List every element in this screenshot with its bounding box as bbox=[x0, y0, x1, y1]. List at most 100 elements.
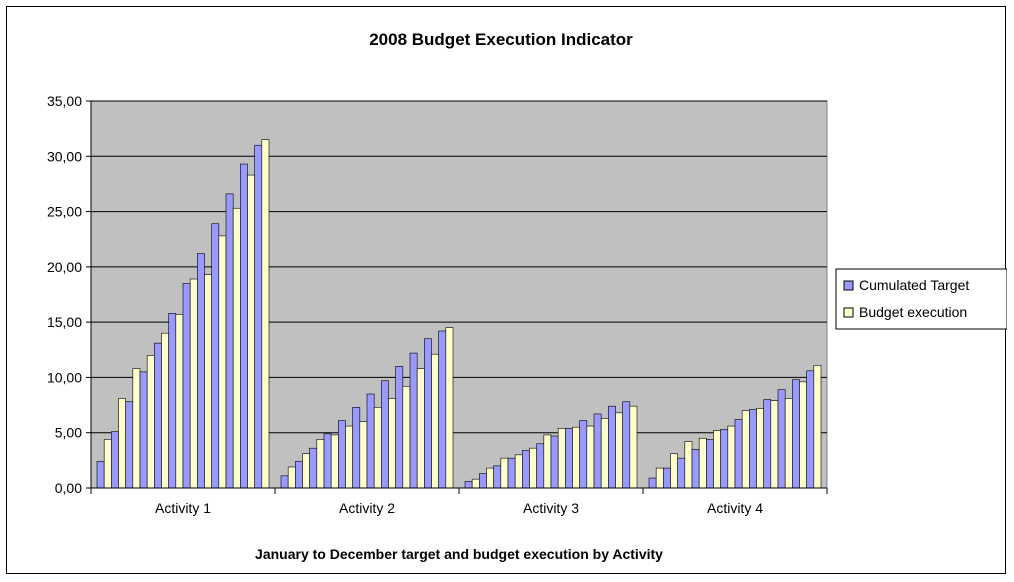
bar-cumulated-target bbox=[691, 448, 700, 489]
bar-cumulated-target bbox=[493, 465, 502, 489]
bar-budget-execution bbox=[359, 421, 368, 489]
bar-budget-execution bbox=[431, 353, 439, 489]
x-tick-label: Activity 1 bbox=[155, 500, 211, 516]
bar-budget-execution bbox=[529, 447, 537, 489]
bar-cumulated-target bbox=[677, 457, 686, 489]
bar-cumulated-target bbox=[240, 163, 248, 489]
bar-budget-execution bbox=[261, 139, 270, 489]
bar-budget-execution bbox=[698, 437, 707, 489]
y-tick-label: 0,00 bbox=[55, 480, 82, 496]
bar-budget-execution bbox=[232, 207, 241, 489]
chart-frame: 2008 Budget Execution Indicator 0,00 5,00… bbox=[6, 6, 1007, 574]
bar-budget-execution bbox=[302, 453, 310, 489]
bar-budget-execution bbox=[486, 467, 494, 489]
x-tick-label: Activity 4 bbox=[707, 500, 763, 516]
bar-budget-execution bbox=[557, 427, 566, 489]
axes bbox=[86, 100, 828, 494]
bar-budget-execution bbox=[388, 398, 396, 489]
bar-chart: 2008 Budget Execution Indicator 0,00 5,00… bbox=[47, 30, 1007, 562]
bar-budget-execution bbox=[204, 274, 212, 489]
bar-budget-execution bbox=[189, 278, 198, 489]
bar-budget-execution bbox=[103, 439, 112, 489]
bar-budget-execution bbox=[132, 368, 141, 489]
x-tick-label: Activity 3 bbox=[523, 500, 579, 516]
bar-cumulated-target bbox=[593, 413, 602, 489]
x-axis-label: January to December target and budget ex… bbox=[255, 546, 663, 562]
bar-cumulated-target bbox=[622, 401, 631, 489]
bar-cumulated-target bbox=[777, 389, 786, 489]
legend: Cumulated Target Budget execution bbox=[835, 268, 1007, 330]
legend-label-cumulated-target: Cumulated Target bbox=[859, 277, 969, 293]
bar-cumulated-target bbox=[806, 370, 815, 489]
bar-cumulated-target bbox=[381, 380, 389, 489]
bar-cumulated-target bbox=[254, 144, 263, 489]
bar-budget-execution bbox=[655, 467, 664, 489]
bar-cumulated-target bbox=[211, 223, 220, 489]
bar-budget-execution bbox=[416, 368, 425, 489]
legend-box bbox=[835, 268, 1007, 330]
bar-cumulated-target bbox=[139, 371, 148, 489]
bar-budget-execution bbox=[287, 466, 296, 489]
bar-budget-execution bbox=[218, 235, 227, 489]
bar-budget-execution bbox=[629, 405, 638, 489]
y-tick-label: 15,00 bbox=[47, 314, 82, 330]
bar-cumulated-target bbox=[763, 399, 772, 489]
bar-cumulated-target bbox=[565, 427, 573, 489]
y-tick-labels: 0,00 5,00 10,00 15,00 20,00 25,00 30,00 35,00 bbox=[47, 93, 82, 496]
bar-cumulated-target bbox=[295, 461, 303, 489]
bar-cumulated-target bbox=[182, 283, 191, 489]
bar-cumulated-target bbox=[579, 420, 588, 489]
bar-budget-execution bbox=[586, 425, 595, 489]
bar-cumulated-target bbox=[663, 467, 671, 489]
bar-budget-execution bbox=[247, 174, 255, 489]
bar-budget-execution bbox=[670, 453, 678, 489]
bar-cumulated-target bbox=[720, 429, 729, 489]
bar-cumulated-target bbox=[352, 406, 361, 489]
bar-budget-execution bbox=[600, 418, 609, 489]
bar-cumulated-target bbox=[225, 193, 234, 489]
bar-cumulated-target bbox=[280, 475, 289, 489]
bar-budget-execution bbox=[373, 406, 382, 489]
bar-cumulated-target bbox=[309, 447, 318, 489]
bar-cumulated-target bbox=[409, 352, 418, 489]
bar-cumulated-target bbox=[154, 342, 162, 489]
bar-budget-execution bbox=[402, 385, 411, 489]
bar-cumulated-target bbox=[338, 420, 346, 489]
bar-budget-execution bbox=[514, 454, 523, 489]
bar-cumulated-target bbox=[464, 481, 473, 489]
bar-budget-execution bbox=[615, 412, 623, 489]
bar-budget-execution bbox=[146, 355, 155, 489]
bar-budget-execution bbox=[741, 410, 750, 489]
bar-budget-execution bbox=[345, 425, 353, 489]
bar-budget-execution bbox=[713, 430, 721, 489]
bar-cumulated-target bbox=[648, 477, 657, 489]
y-tick-label: 5,00 bbox=[55, 425, 82, 441]
bar-budget-execution bbox=[756, 408, 764, 489]
bar-budget-execution bbox=[445, 327, 454, 489]
bar-cumulated-target bbox=[608, 405, 616, 489]
y-tick-label: 20,00 bbox=[47, 259, 82, 275]
bar-budget-execution bbox=[770, 400, 779, 489]
chart-title: 2008 Budget Execution Indicator bbox=[369, 30, 633, 49]
bar-budget-execution bbox=[330, 434, 339, 489]
bar-budget-execution bbox=[572, 426, 580, 489]
bar-cumulated-target bbox=[792, 379, 800, 489]
bar-budget-execution bbox=[799, 381, 807, 489]
bar-budget-execution bbox=[161, 332, 169, 489]
x-tick-label: Activity 2 bbox=[339, 500, 395, 516]
bar-budget-execution bbox=[316, 439, 325, 489]
bar-cumulated-target bbox=[706, 439, 714, 489]
bar-budget-execution bbox=[118, 398, 126, 489]
y-tick-label: 35,00 bbox=[47, 93, 82, 109]
legend-swatch-budget-execution bbox=[843, 307, 854, 318]
bar-cumulated-target bbox=[749, 409, 757, 489]
bar-budget-execution bbox=[500, 457, 509, 489]
bar-cumulated-target bbox=[550, 435, 559, 489]
bar-cumulated-target bbox=[734, 419, 743, 489]
bar-cumulated-target bbox=[507, 457, 516, 489]
legend-label-budget-execution: Budget execution bbox=[859, 304, 967, 320]
bar-budget-execution bbox=[175, 314, 184, 489]
bar-cumulated-target bbox=[323, 433, 332, 489]
bar-cumulated-target bbox=[96, 461, 105, 489]
bar-budget-execution bbox=[471, 478, 480, 489]
